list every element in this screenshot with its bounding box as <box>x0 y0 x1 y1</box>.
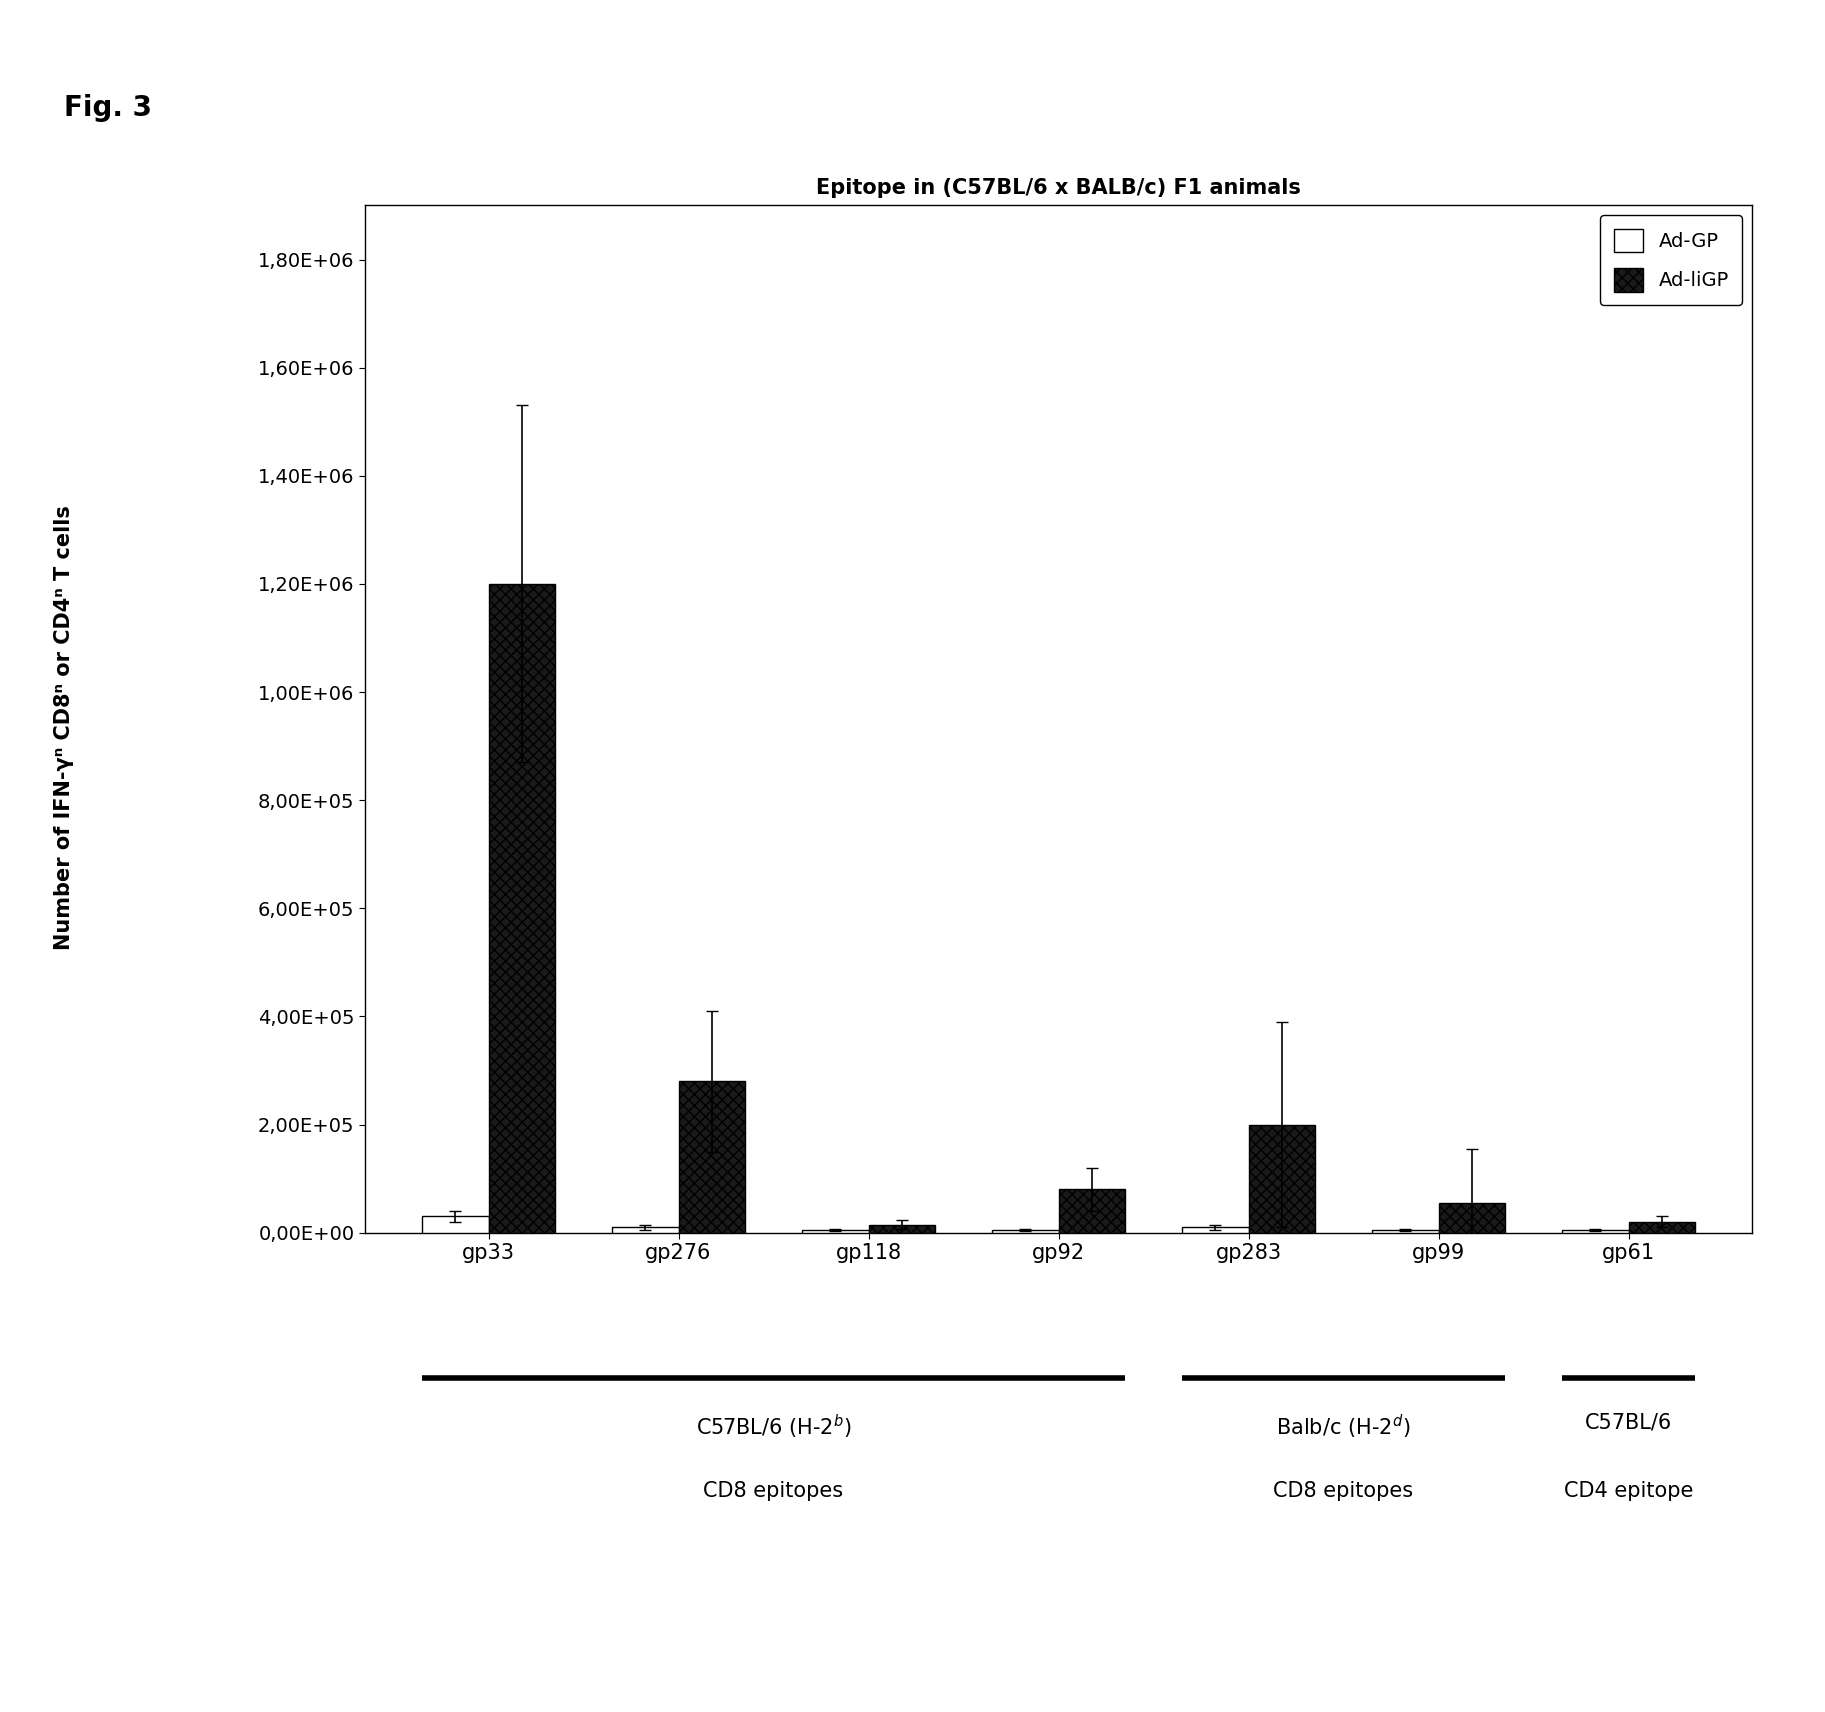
Bar <box>1058 1190 1124 1233</box>
Bar <box>1372 1229 1438 1233</box>
Bar <box>1183 1228 1248 1233</box>
Text: CD8 epitopes: CD8 epitopes <box>1274 1481 1414 1501</box>
Text: CD8 epitopes: CD8 epitopes <box>703 1481 843 1501</box>
Text: Fig. 3: Fig. 3 <box>64 94 151 122</box>
Bar <box>489 584 555 1233</box>
Bar <box>801 1229 869 1233</box>
Text: C57BL/6: C57BL/6 <box>1584 1412 1672 1433</box>
Bar <box>869 1224 934 1233</box>
Bar <box>1562 1229 1628 1233</box>
Bar <box>1628 1222 1695 1233</box>
Text: Balb/c (H-2$^d$): Balb/c (H-2$^d$) <box>1276 1412 1411 1440</box>
Legend: Ad-GP, Ad-liGP: Ad-GP, Ad-liGP <box>1601 216 1743 305</box>
Bar <box>1248 1125 1316 1233</box>
Text: C57BL/6 (H-2$^b$): C57BL/6 (H-2$^b$) <box>695 1412 850 1440</box>
Bar <box>993 1229 1058 1233</box>
Text: Number of IFN-γⁿ CD8ⁿ or CD4ⁿ T cells: Number of IFN-γⁿ CD8ⁿ or CD4ⁿ T cells <box>55 505 73 950</box>
Bar <box>679 1082 745 1233</box>
Title: Epitope in (C57BL/6 x BALB/c) F1 animals: Epitope in (C57BL/6 x BALB/c) F1 animals <box>816 178 1301 199</box>
Text: CD4 epitope: CD4 epitope <box>1564 1481 1694 1501</box>
Bar <box>611 1228 679 1233</box>
Bar <box>1438 1204 1506 1233</box>
Bar <box>422 1217 489 1233</box>
